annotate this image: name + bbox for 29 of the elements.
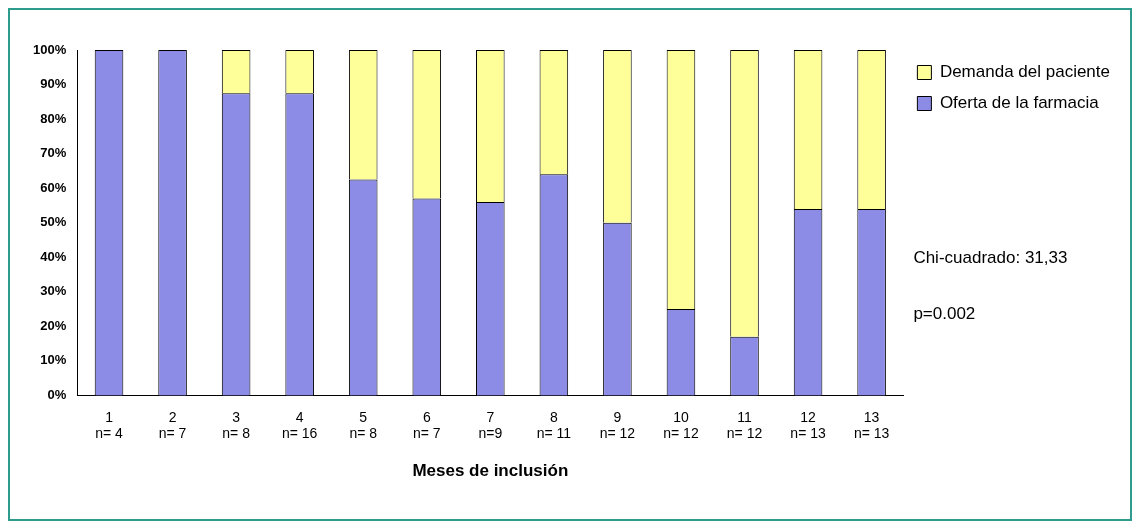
y-tick-label: 100%: [33, 41, 67, 57]
y-tick-label: 60%: [40, 179, 67, 195]
text: p=0.002: [913, 304, 976, 324]
x-tick-label: 9 n= 12: [599, 408, 636, 442]
x-tick-label: 5 n= 8: [349, 408, 378, 442]
x-tick-label: 13 n= 13: [853, 408, 890, 442]
text: Chi-cuadrado: 31,33: [913, 248, 1068, 268]
y-tick-label: 50%: [40, 214, 67, 230]
x-tick-label: 2 n= 7: [158, 408, 187, 442]
x-tick-label: 11 n= 12: [726, 408, 763, 442]
x-tick-label: 1 n= 4: [95, 408, 124, 442]
y-tick-label: 90%: [40, 76, 67, 92]
x-tick-label: 12 n= 13: [790, 408, 826, 442]
legend-label: Demanda del paciente: [939, 62, 1111, 82]
x-tick-label: 3 n= 8: [222, 408, 251, 442]
x-tick-label: 8 n= 11: [536, 408, 572, 442]
y-tick-label: 40%: [40, 248, 67, 264]
x-tick-label: 4 n= 16: [281, 408, 318, 442]
x-tick-label: 10 n= 12: [663, 408, 699, 442]
y-tick-label: 80%: [40, 110, 67, 126]
legend-label: Oferta de la farmacia: [939, 93, 1100, 113]
y-tick-label: 30%: [40, 283, 67, 299]
x-tick-label: 7 n=9: [478, 408, 503, 442]
y-tick-label: 20%: [40, 317, 67, 333]
y-tick-label: 70%: [40, 145, 67, 161]
x-axis-title: Meses de inclusión: [412, 461, 569, 481]
y-tick-label: 10%: [40, 352, 67, 368]
y-tick-label: 0%: [47, 386, 67, 402]
x-tick-label: 6 n= 7: [412, 408, 441, 442]
